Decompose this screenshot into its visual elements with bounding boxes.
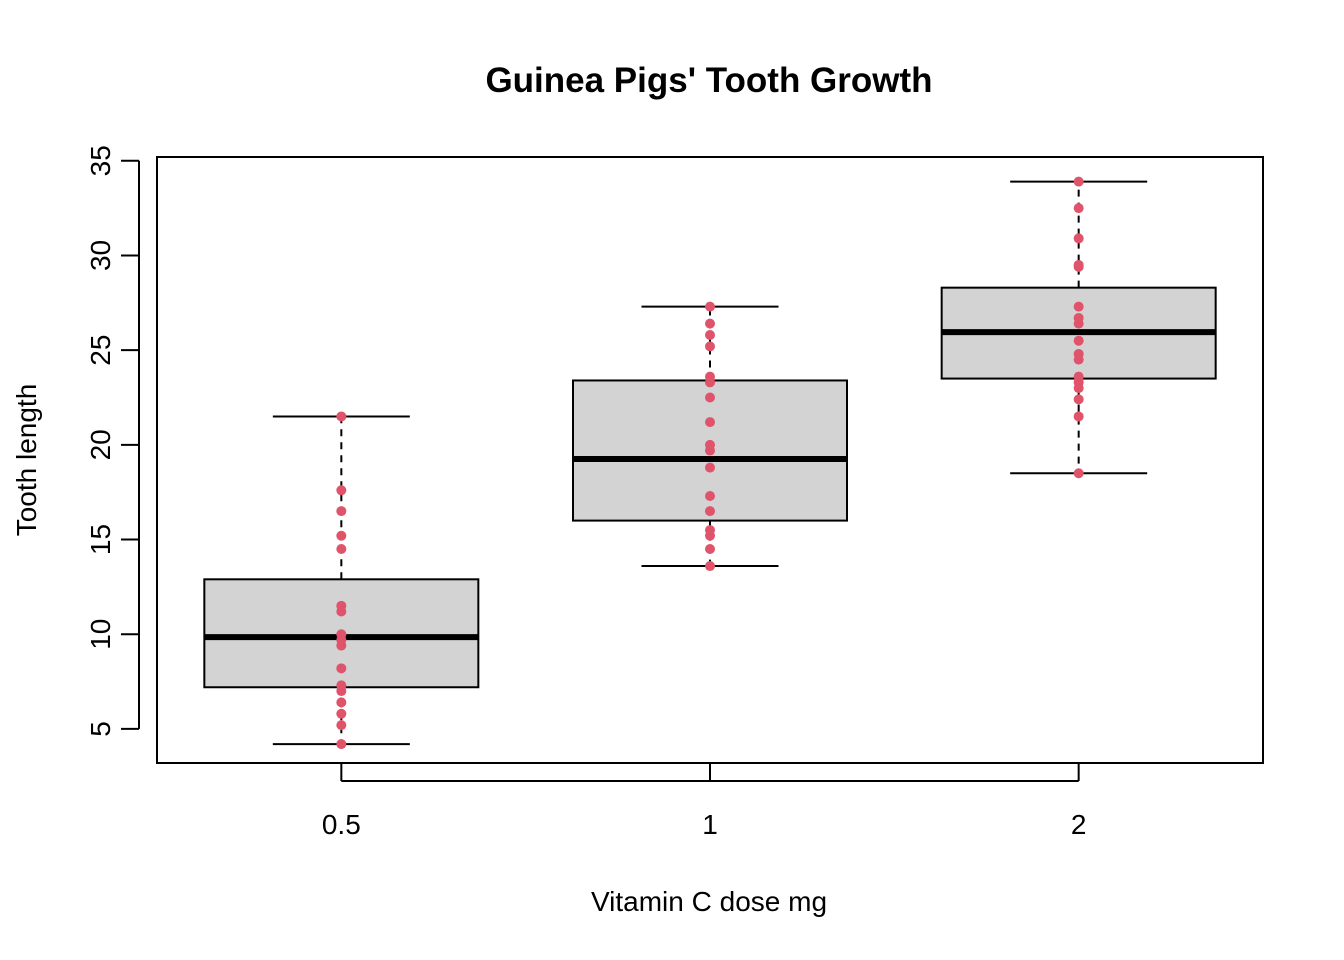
data-point-0.5-1 [336,720,347,731]
data-point-1-12 [705,371,715,382]
data-point-1-1 [705,544,715,555]
y-tick-label-30: 30 [85,240,116,271]
data-point-2-11 [1073,301,1084,312]
points [336,176,1084,750]
y-tick-label-35: 35 [85,145,116,176]
data-point-2-16 [1073,176,1084,187]
data-point-1-13 [705,341,715,352]
y-axis-label: Tooth length [11,384,42,537]
data-point-1-14 [705,330,715,341]
data-point-0.5-16 [336,411,347,422]
data-point-1-4 [705,506,715,517]
y-tick-label-10: 10 [85,619,116,650]
x-tick-label-0.5: 0.5 [322,809,361,840]
data-point-2-2 [1073,394,1084,405]
data-point-0.5-3 [336,697,347,708]
data-point-2-1 [1073,411,1084,422]
data-point-1-3 [705,525,715,536]
y-tick-label-25: 25 [85,335,116,366]
x-axis: 0.5 1 2 [322,763,1087,840]
data-point-0.5-13 [336,530,347,541]
data-point-1-16 [705,301,715,312]
data-point-0.5-5 [336,680,347,691]
data-point-2-15 [1073,203,1084,214]
data-point-2-14 [1073,233,1084,244]
data-point-1-0 [705,561,715,572]
y-tick-label-15: 15 [85,524,116,555]
data-point-1-10 [705,392,715,403]
data-point-1-9 [705,417,715,428]
data-point-2-0 [1073,468,1084,479]
data-point-2-13 [1073,259,1084,270]
data-point-0.5-6 [336,663,347,674]
data-point-1-8 [705,439,715,450]
data-point-0.5-0 [336,739,347,750]
data-point-0.5-14 [336,506,347,517]
data-point-1-6 [705,462,715,473]
data-point-2-7 [1073,348,1084,359]
data-point-1-15 [705,318,715,329]
x-tick-label-2: 2 [1071,809,1087,840]
chart-title: Guinea Pigs' Tooth Growth [485,61,932,100]
data-point-0.5-9 [336,629,347,640]
data-point-0.5-11 [336,600,347,611]
data-point-2-8 [1073,335,1084,346]
data-point-0.5-15 [336,485,347,496]
data-point-2-10 [1073,312,1084,323]
x-axis-label: Vitamin C dose mg [591,886,827,917]
box-1 [572,305,848,568]
y-tick-label-20: 20 [85,429,116,460]
data-point-0.5-2 [336,708,347,719]
data-point-0.5-12 [336,544,347,555]
data-point-1-5 [705,490,715,501]
data-point-2-5 [1073,371,1084,382]
y-tick-label-5: 5 [85,721,116,737]
y-axis: 5 10 15 20 25 30 35 [85,145,140,737]
x-tick-label-1: 1 [702,809,718,840]
